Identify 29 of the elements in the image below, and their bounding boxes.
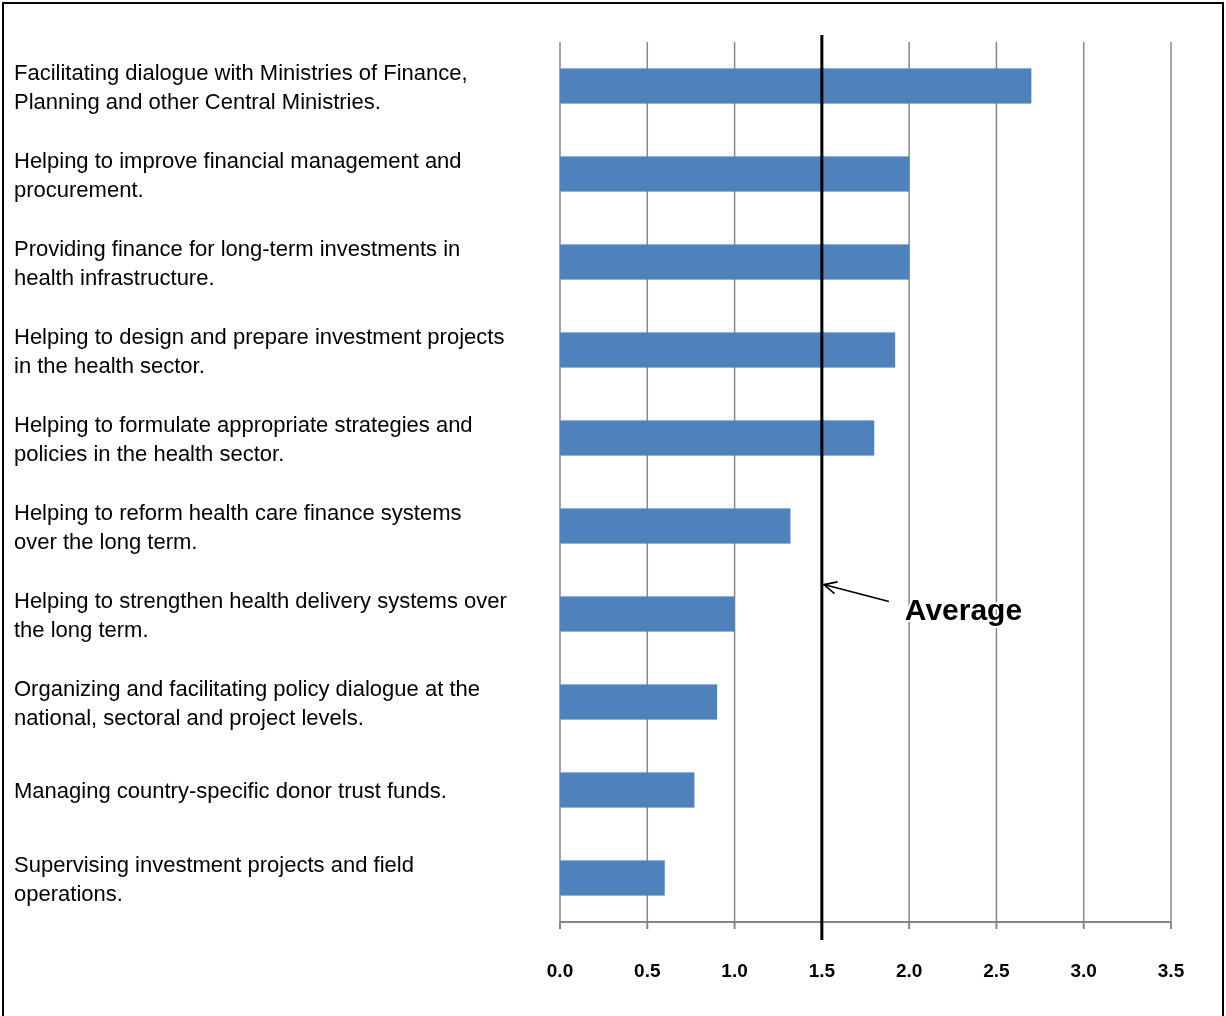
y-tick-label: Helping to formulate appropriate strategies and policies in the health sector. [14,411,473,465]
x-tick-label: 1.0 [721,959,748,981]
y-tick-label: Supervising investment projects and field operations. [14,851,414,905]
bar [560,772,695,808]
x-tick-label: 3.5 [1157,959,1185,981]
bar [560,860,665,896]
y-tick-label: Helping to reform health care finance systems over the long term. [14,499,462,553]
x-tick-label: 1.5 [808,959,836,981]
y-tick-label: Helping to design and prepare investment projects in the health sector. [14,323,505,377]
y-tick-label: Providing finance for long-term investments in health infrastructure. [14,235,461,289]
bar [560,596,735,632]
y-tick-label: Facilitating dialogue with Ministries of Finance, Planning and other Central Ministries. [14,59,468,113]
x-tick-label: 3.0 [1070,959,1097,981]
bar [560,244,910,280]
bar [560,684,718,720]
y-tick-label: Organizing and facilitating policy dialogue at the national, sectoral and project levels. [14,675,480,729]
x-tick-label: 2.5 [983,959,1011,981]
x-tick-label: 2.0 [895,959,923,981]
x-tick-label: 0.5 [634,959,661,981]
x-tick-label: 0.0 [546,959,574,981]
bar [560,332,896,368]
bar [560,508,791,544]
y-tick-label: Managing country-specific donor trust funds. [14,777,447,803]
y-tick-label: Helping to strengthen health delivery systems over the long term. [14,587,507,641]
bar [560,156,910,192]
bar [560,68,1032,104]
y-tick-label: Helping to improve financial management and procurement. [14,147,462,201]
bar [560,420,875,456]
ref-line-label: Average [904,593,1023,627]
